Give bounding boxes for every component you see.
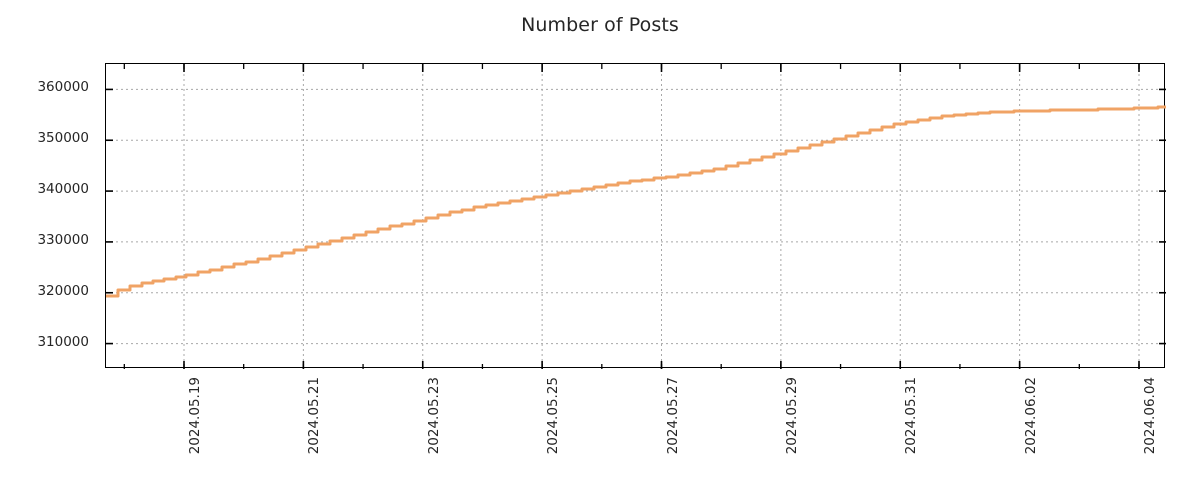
posts-series-line [106,105,1166,298]
x-axis-tick-label: 2024.05.21 [306,377,323,455]
x-axis-tick-label: 2024.06.02 [1022,377,1039,455]
y-axis-tick-label: 330000 [37,231,89,248]
x-axis-tick-label: 2024.05.27 [664,377,681,455]
x-axis-tick-label: 2024.05.25 [545,377,562,455]
right-axis-ticks [1159,88,1166,345]
line-chart-svg [106,64,1166,369]
y-axis-tick-label: 350000 [37,130,89,147]
plot-area [105,63,1166,369]
top-axis-ticks [123,64,1140,72]
page-title: Number of Posts [521,14,679,36]
x-axis-tick-label: 2024.06.04 [1142,377,1158,455]
vertical-gridlines [183,64,1140,369]
horizontal-gridlines [106,88,1166,345]
x-axis-tick-label: 2024.05.23 [425,377,442,455]
left-axis-ticks [106,88,113,345]
x-axis-tick-label: 2024.05.29 [783,377,800,455]
bottom-axis-ticks [123,361,1140,369]
x-axis-tick-label: 2024.05.31 [903,377,920,455]
x-axis-tick-label: 2024.05.19 [187,377,203,455]
y-axis-tick-label: 360000 [37,79,89,96]
y-axis-tick-label: 310000 [37,333,89,350]
y-axis-tick-label: 320000 [37,282,89,299]
y-axis-tick-label: 340000 [37,181,89,198]
